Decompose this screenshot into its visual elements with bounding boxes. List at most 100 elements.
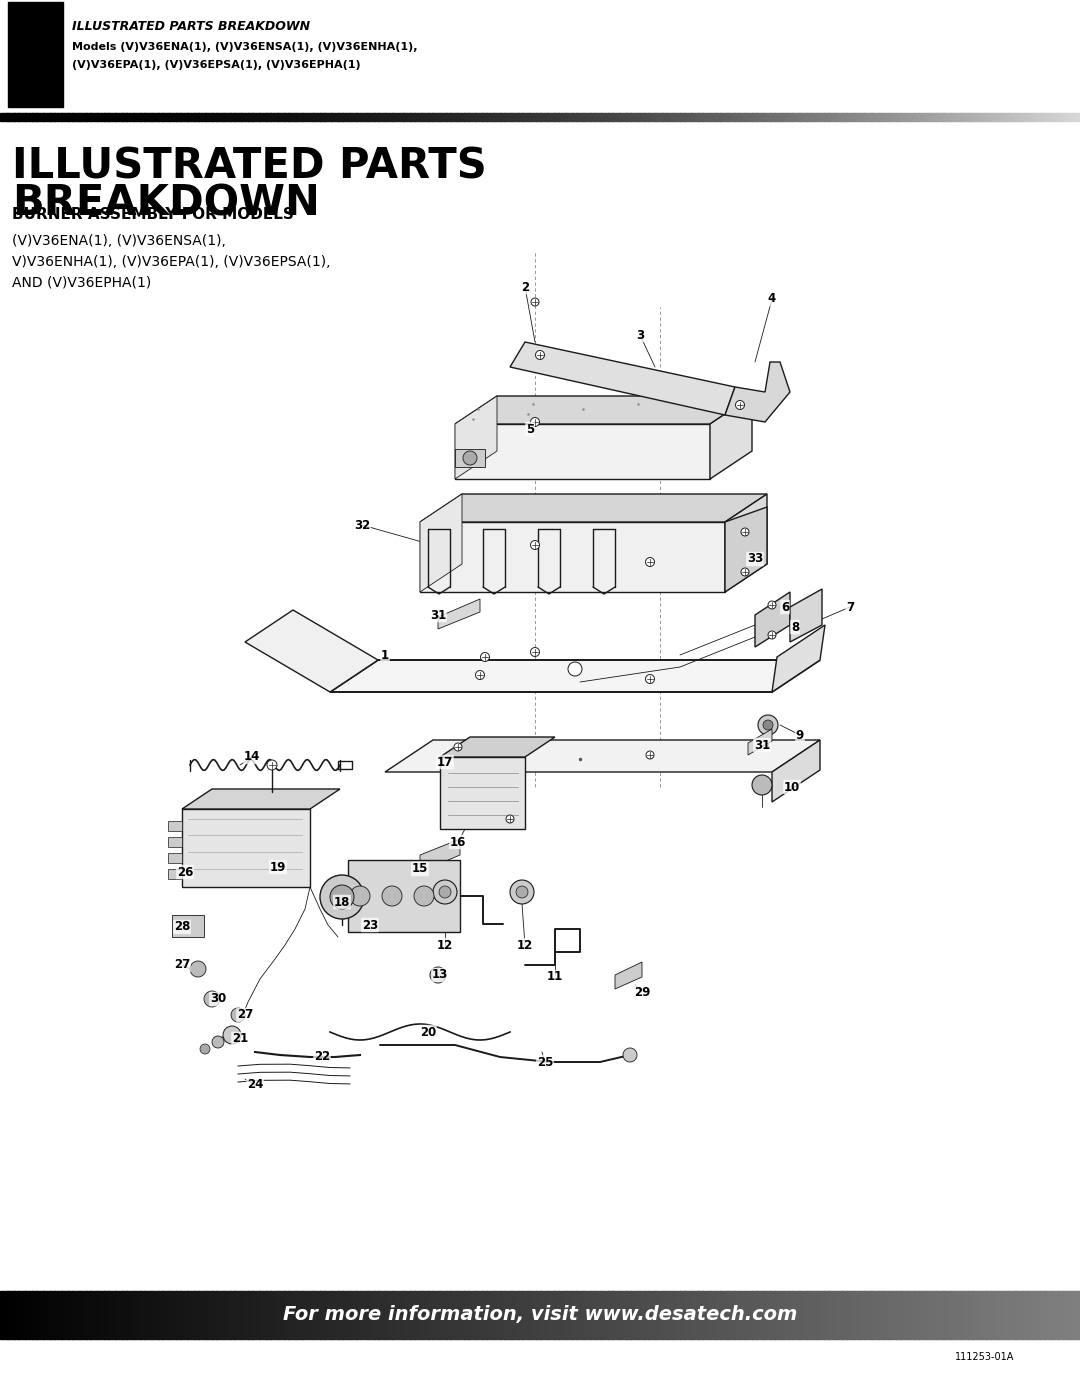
Text: 12: 12 [517, 939, 534, 951]
Bar [159, 1291, 162, 1338]
Bar [94, 1291, 97, 1338]
Bar [86, 1291, 91, 1338]
Text: 15: 15 [411, 862, 428, 876]
Circle shape [768, 601, 777, 609]
Bar [1058, 113, 1063, 122]
Bar [778, 113, 782, 122]
Bar [997, 1291, 1001, 1338]
Bar [378, 113, 382, 122]
Bar [1048, 1291, 1052, 1338]
Bar [68, 1291, 72, 1338]
Bar [375, 1291, 378, 1338]
Bar [745, 1291, 750, 1338]
Bar [122, 1291, 126, 1338]
Bar [670, 1291, 674, 1338]
Bar [990, 113, 994, 122]
Bar [662, 113, 666, 122]
Bar [76, 113, 80, 122]
Bar [645, 113, 648, 122]
Bar [680, 1291, 685, 1338]
Bar [403, 113, 407, 122]
Bar [259, 1291, 264, 1338]
Bar [548, 1291, 551, 1338]
Bar [634, 113, 637, 122]
Bar [856, 113, 861, 122]
Bar [122, 113, 126, 122]
Bar [778, 1291, 782, 1338]
Bar [828, 1291, 832, 1338]
Bar [904, 113, 907, 122]
Circle shape [463, 451, 477, 465]
Polygon shape [440, 738, 555, 757]
Bar [252, 1291, 256, 1338]
Bar [273, 1291, 278, 1338]
Bar [907, 113, 912, 122]
Bar [710, 113, 713, 122]
Bar [702, 113, 706, 122]
Bar [699, 113, 702, 122]
Bar [511, 113, 515, 122]
Bar [457, 113, 461, 122]
Bar [234, 1291, 238, 1338]
Bar [1029, 1291, 1034, 1338]
Bar [616, 113, 620, 122]
Bar [353, 1291, 356, 1338]
Bar [180, 1291, 184, 1338]
Bar [947, 113, 950, 122]
Bar [759, 1291, 764, 1338]
Bar [605, 1291, 609, 1338]
Text: 33: 33 [747, 552, 764, 566]
Bar [278, 1291, 281, 1338]
Text: 9: 9 [796, 728, 805, 742]
Bar [972, 113, 976, 122]
Bar [630, 1291, 634, 1338]
Bar [886, 113, 890, 122]
Bar [1040, 113, 1044, 122]
Bar [734, 1291, 739, 1338]
Bar [151, 1291, 156, 1338]
Circle shape [531, 298, 539, 306]
Bar [1069, 1291, 1074, 1338]
Bar [248, 1291, 253, 1338]
Bar [494, 113, 497, 122]
Bar [46, 1291, 51, 1338]
Bar [645, 1291, 648, 1338]
Bar [100, 1291, 105, 1338]
Bar [216, 113, 220, 122]
Bar [137, 113, 140, 122]
Bar [450, 113, 454, 122]
Bar [454, 1291, 458, 1338]
Bar [119, 1291, 123, 1338]
Bar [446, 113, 450, 122]
Bar [713, 113, 717, 122]
Bar [11, 113, 15, 122]
Bar [36, 113, 40, 122]
Bar [612, 113, 616, 122]
Text: 20: 20 [420, 1025, 436, 1038]
Bar [14, 1291, 18, 1338]
Polygon shape [615, 963, 642, 989]
Bar [774, 113, 778, 122]
Bar [904, 1291, 907, 1338]
Bar [440, 1291, 443, 1338]
Bar [807, 1291, 810, 1338]
Bar [813, 113, 818, 122]
Text: ILLUSTRATED PARTS BREAKDOWN: ILLUSTRATED PARTS BREAKDOWN [72, 20, 310, 34]
Bar [108, 113, 112, 122]
Circle shape [454, 743, 462, 752]
Bar [915, 113, 918, 122]
Bar [349, 1291, 353, 1338]
Bar [1051, 113, 1055, 122]
Bar [548, 113, 551, 122]
Bar [295, 1291, 299, 1338]
Bar [975, 1291, 980, 1338]
Text: 30: 30 [210, 992, 226, 1006]
Circle shape [507, 814, 514, 823]
Bar [551, 1291, 555, 1338]
Text: 6: 6 [781, 601, 789, 613]
Bar [975, 113, 980, 122]
Bar [25, 113, 29, 122]
Bar [526, 113, 529, 122]
Bar [500, 1291, 504, 1338]
Bar [367, 1291, 372, 1338]
